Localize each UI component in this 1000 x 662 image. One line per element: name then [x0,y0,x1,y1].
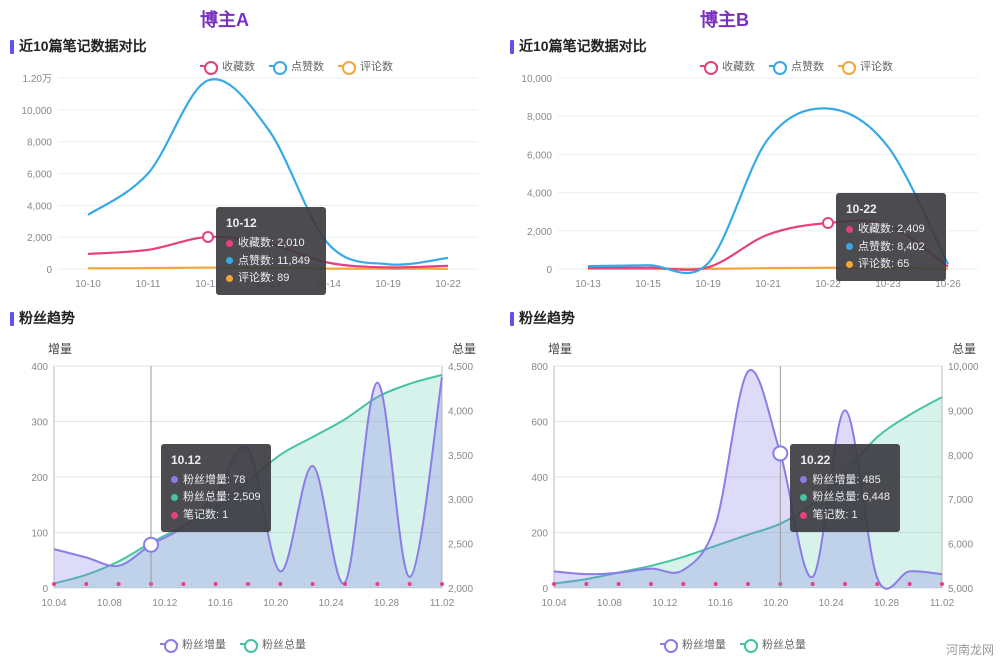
svg-text:8,000: 8,000 [948,451,973,462]
svg-text:3,500: 3,500 [448,451,473,462]
svg-text:200: 200 [531,529,548,540]
svg-text:100: 100 [31,529,48,540]
svg-text:1.20万: 1.20万 [23,74,52,85]
tooltip: 10-12收藏数: 2,010点赞数: 11,849评论数: 89 [216,207,326,295]
svg-text:2,000: 2,000 [527,227,552,238]
svg-text:0: 0 [46,265,52,276]
svg-text:6,000: 6,000 [948,540,973,551]
svg-text:10.08: 10.08 [97,598,122,609]
svg-text:10.20: 10.20 [263,598,288,609]
svg-text:4,000: 4,000 [448,406,473,417]
header-a: 博主A [200,6,249,32]
svg-text:6,000: 6,000 [27,170,52,181]
svg-text:10,000: 10,000 [948,362,979,373]
svg-text:9,000: 9,000 [948,406,973,417]
svg-text:600: 600 [531,418,548,429]
svg-text:4,000: 4,000 [527,189,552,200]
svg-text:10.24: 10.24 [319,598,344,609]
chart-notes-b: 0 2,000 4,000 6,000 8,000 10,000 10-13 10-15 10-… [510,72,990,297]
svg-text:4,500: 4,500 [448,362,473,373]
svg-text:10.12: 10.12 [152,598,177,609]
title-notes-b: 近10篇笔记数据对比 [510,36,647,56]
svg-text:10.16: 10.16 [708,598,733,609]
svg-text:10-10: 10-10 [75,279,101,290]
svg-text:0: 0 [42,584,48,595]
svg-text:4,000: 4,000 [27,201,52,212]
svg-text:10.28: 10.28 [874,598,899,609]
svg-text:10.24: 10.24 [819,598,844,609]
chart-fans-a: 0 100 200 300 400 2,000 2,500 3,000 3,500 4,000 4,… [10,358,490,618]
svg-text:0: 0 [546,265,552,276]
tooltip: 10-22收藏数: 2,409点赞数: 8,402评论数: 65 [836,193,946,281]
svg-text:10-15: 10-15 [635,279,661,290]
svg-text:7,000: 7,000 [948,495,973,506]
svg-text:10.12: 10.12 [652,598,677,609]
svg-text:10.04: 10.04 [541,598,566,609]
title-notes-a: 近10篇笔记数据对比 [10,36,147,56]
legend-fans-a: 粉丝增量粉丝总量 [160,636,306,652]
axis-total-b: 总量 [952,340,976,357]
title-fans-a: 粉丝趋势 [10,308,75,328]
svg-text:2,000: 2,000 [448,584,473,595]
axis-total-a: 总量 [452,340,476,357]
svg-text:3,000: 3,000 [448,495,473,506]
watermark: 河南龙网 [946,641,994,658]
svg-text:10-21: 10-21 [755,279,781,290]
legend-fans-b: 粉丝增量粉丝总量 [660,636,806,652]
svg-text:11.02: 11.02 [430,598,455,609]
svg-text:10-19: 10-19 [375,279,401,290]
axis-inc-a: 增量 [48,340,72,357]
tooltip: 10.12粉丝增量: 78粉丝总量: 2,509笔记数: 1 [161,444,271,532]
svg-text:8,000: 8,000 [527,112,552,123]
svg-text:2,000: 2,000 [27,233,52,244]
svg-text:2,500: 2,500 [448,540,473,551]
svg-text:10-11: 10-11 [136,279,161,290]
svg-text:10-13: 10-13 [575,279,601,290]
svg-text:10,000: 10,000 [521,74,552,85]
svg-text:10,000: 10,000 [21,106,52,117]
header-b: 博主B [700,6,749,32]
svg-text:10-19: 10-19 [695,279,721,290]
svg-text:400: 400 [31,362,48,373]
svg-text:400: 400 [531,473,548,484]
axis-inc-b: 增量 [548,340,572,357]
svg-text:10.20: 10.20 [763,598,788,609]
svg-text:10.16: 10.16 [208,598,233,609]
svg-text:0: 0 [542,584,548,595]
chart-notes-a: 0 2,000 4,000 6,000 8,000 10,000 1.20万 10-10 10-… [10,72,490,297]
svg-text:8,000: 8,000 [27,138,52,149]
svg-text:6,000: 6,000 [527,150,552,161]
svg-text:11.02: 11.02 [930,598,955,609]
svg-text:200: 200 [31,473,48,484]
svg-text:5,000: 5,000 [948,584,973,595]
svg-text:300: 300 [31,418,48,429]
svg-text:10.08: 10.08 [597,598,622,609]
svg-text:800: 800 [531,362,548,373]
svg-text:10-22: 10-22 [435,279,461,290]
tooltip: 10.22粉丝增量: 485粉丝总量: 6,448笔记数: 1 [790,444,900,532]
chart-fans-b: 0 200 400 600 800 5,000 6,000 7,000 8,000 9,000 10… [510,358,990,618]
svg-text:10.28: 10.28 [374,598,399,609]
title-fans-b: 粉丝趋势 [510,308,575,328]
svg-text:10.04: 10.04 [41,598,66,609]
